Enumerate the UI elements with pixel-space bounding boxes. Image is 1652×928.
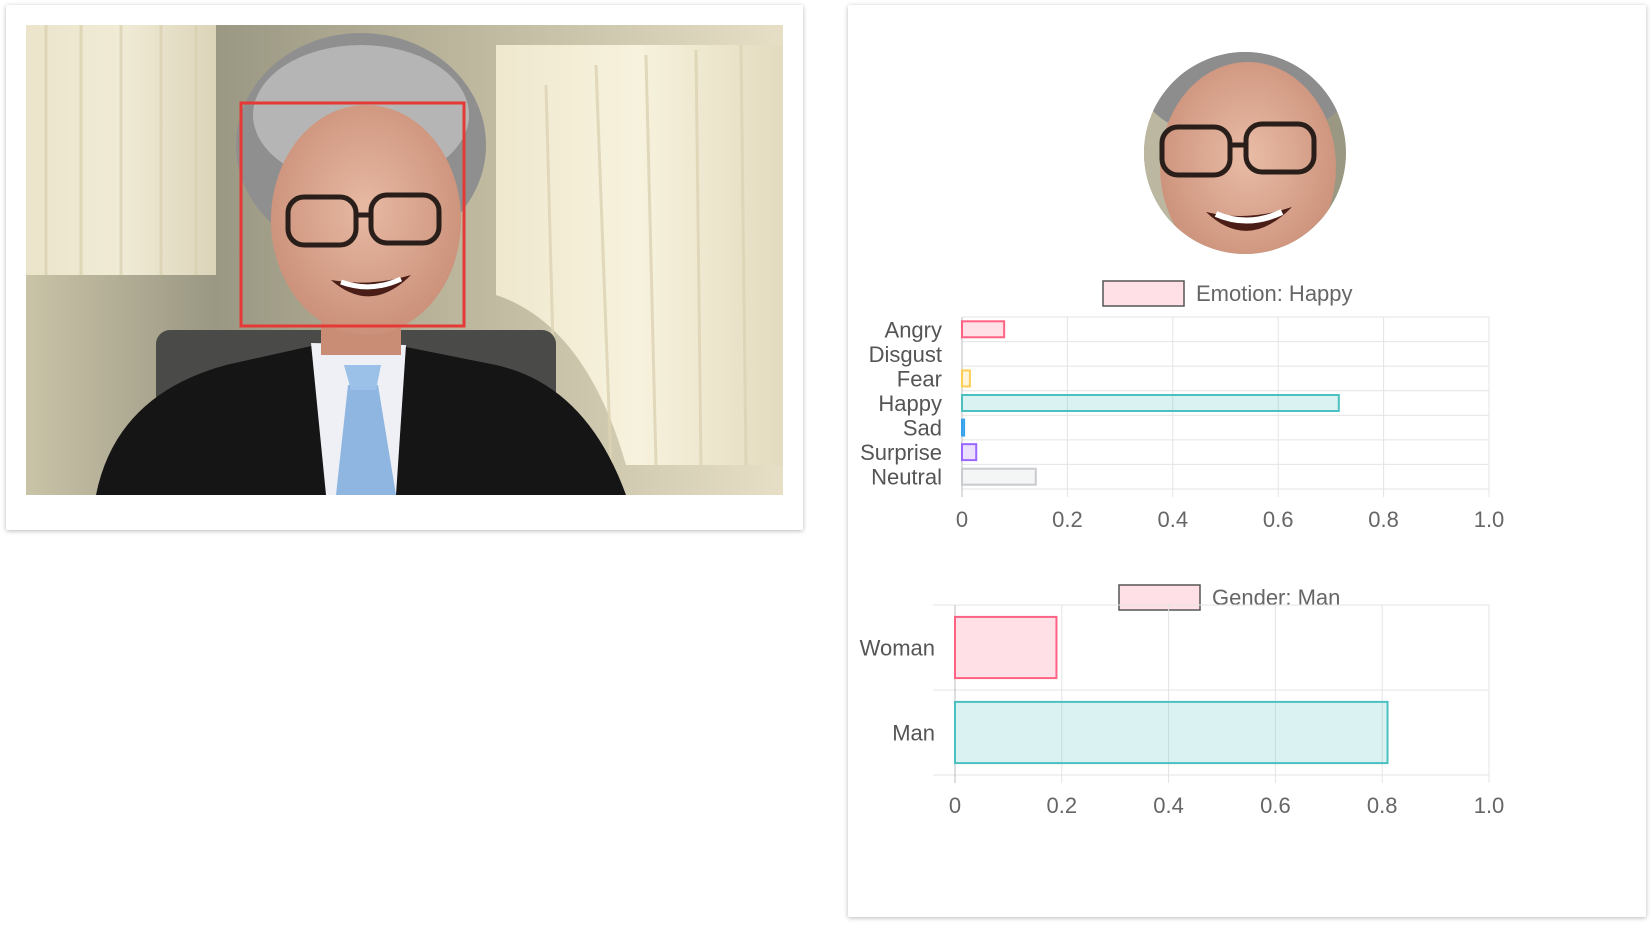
category-label: Fear [897, 366, 942, 391]
x-tick-label: 0.2 [1052, 507, 1083, 532]
photo-card [6, 5, 803, 530]
emotion-chart: Emotion: Happy AngryDisgustFearHappySadS… [860, 280, 1505, 532]
category-label: Man [892, 721, 935, 746]
x-tick-label: 0.8 [1368, 507, 1399, 532]
x-tick-label: 1.0 [1474, 507, 1505, 532]
category-label: Surprise [860, 440, 942, 465]
category-label: Happy [878, 391, 942, 416]
category-label: Sad [903, 416, 942, 441]
x-tick-label: 0.6 [1263, 507, 1294, 532]
x-tick-label: 0.4 [1153, 793, 1184, 818]
x-tick-label: 0 [949, 793, 961, 818]
x-tick-label: 0.2 [1047, 793, 1078, 818]
bar-neutral [961, 467, 1037, 486]
category-label: Angry [885, 317, 942, 342]
emotion-legend-swatch [1102, 280, 1185, 307]
face-thumbnail [1144, 52, 1346, 254]
uploaded-photo [26, 25, 783, 495]
category-label: Neutral [871, 465, 942, 490]
gender-legend-swatch [1118, 584, 1201, 611]
bar-man [954, 700, 1389, 765]
x-tick-label: 0.8 [1367, 793, 1398, 818]
x-tick-label: 1.0 [1474, 793, 1505, 818]
gender-chart: Gender: Man Woman Man 0 0.2 0.4 0.6 0.8 1.0 [860, 584, 1505, 818]
category-label: Woman [860, 636, 935, 661]
emotion-legend-label: Emotion: Happy [1196, 281, 1353, 306]
x-tick-label: 0.4 [1158, 507, 1189, 532]
bar-woman [954, 615, 1058, 680]
category-label: Disgust [869, 342, 942, 367]
gender-legend-label: Gender: Man [1212, 585, 1340, 610]
analysis-card: Emotion: Happy Angry Disgust Fear Happy Sad S… [848, 5, 1646, 917]
bar-surprise [961, 443, 978, 462]
bar-fear [961, 369, 971, 388]
x-tick-label: 0 [956, 507, 968, 532]
face-detection-box [239, 101, 466, 328]
bar-sad [961, 418, 966, 437]
bar-happy [961, 394, 1340, 412]
bar-angry [961, 320, 1006, 339]
x-tick-label: 0.6 [1260, 793, 1291, 818]
